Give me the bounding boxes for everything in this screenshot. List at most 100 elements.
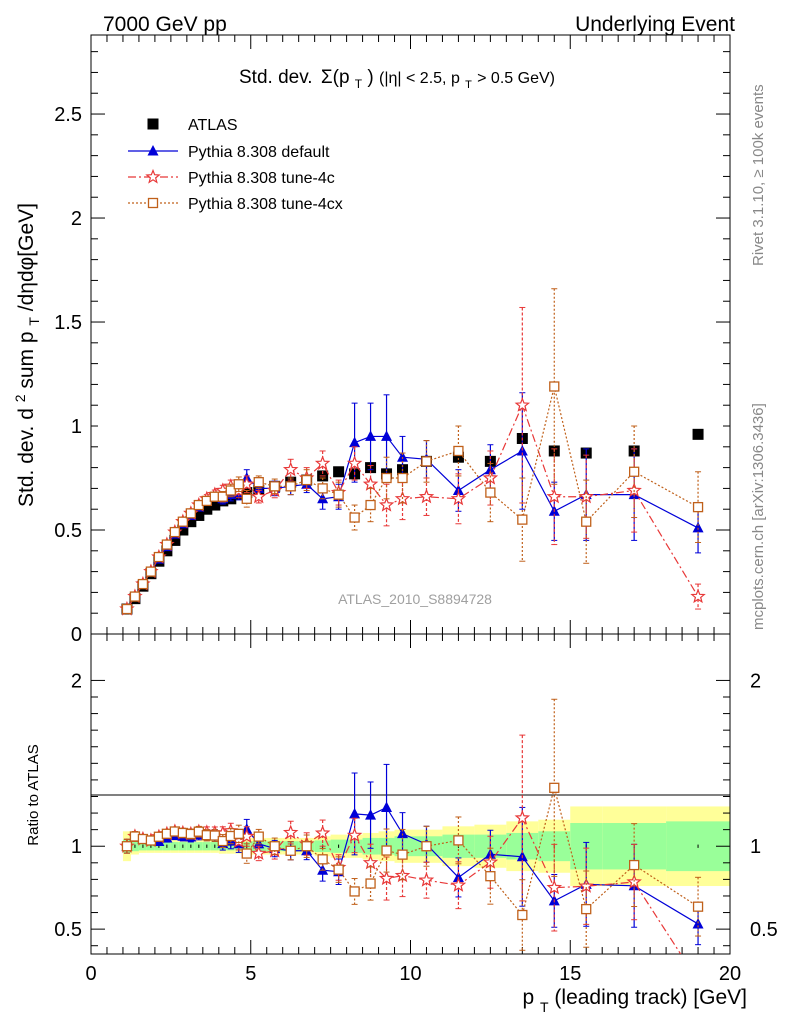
ratio-y-tick-label-right: 1 (750, 836, 761, 858)
ratio-point (418, 872, 435, 887)
ratio-point (629, 859, 640, 871)
legend-label: Pythia 8.308 tune-4cx (188, 196, 343, 213)
x-label-rest: (leading track) [GeV] (554, 986, 747, 1009)
data-point (629, 466, 640, 477)
legend-marker (147, 197, 159, 209)
ratio-point (549, 782, 560, 793)
ratio-point (362, 854, 379, 870)
header-right: Underlying Event (575, 13, 735, 36)
data-point (692, 521, 704, 533)
y-tick-label: 1 (71, 416, 82, 438)
y-tick-label: 1.5 (54, 312, 82, 334)
ratio-point (333, 864, 344, 875)
data-point (421, 456, 432, 467)
data-point (185, 508, 196, 519)
x-tick-label: 15 (559, 963, 581, 985)
y-label-a: Std. dev. d (15, 408, 38, 507)
data-point (333, 489, 344, 500)
data-point (161, 539, 173, 550)
x-label-main: p (522, 986, 534, 1009)
data-point (169, 526, 181, 538)
y-label-sup: 2 (12, 394, 28, 402)
ratio-point (301, 841, 312, 852)
ratio-point (121, 841, 133, 852)
data-point (692, 428, 704, 440)
ratio-point (581, 903, 592, 915)
ratio-point (514, 809, 531, 825)
ratio-point (209, 830, 220, 841)
ratio-point (282, 824, 299, 840)
data-point (233, 479, 244, 490)
ratio-point (317, 854, 328, 865)
data-point (418, 488, 435, 504)
data-point (381, 472, 392, 484)
ratio-point (253, 831, 264, 842)
title-cut-a: (|η| < 2.5, p (379, 70, 460, 87)
ratio-y-tick-label-right: 0.5 (750, 919, 778, 941)
y-tick-label: 0 (71, 624, 82, 646)
data-point (241, 493, 252, 504)
data-point (485, 487, 496, 498)
legend-label: Pythia 8.308 tune-4c (188, 170, 335, 187)
data-point (285, 481, 296, 492)
data-point (282, 461, 299, 477)
data-point (349, 436, 361, 448)
data-point (185, 516, 197, 528)
data-point (269, 481, 280, 492)
data-point (365, 499, 376, 511)
side-label-rivet: Rivet 3.1.10, ≥ 100k events (750, 84, 767, 266)
analysis-watermark: ATLAS_2010_S8894728 (338, 591, 492, 607)
data-point (317, 483, 328, 494)
ratio-point (314, 824, 331, 840)
ratio-point (397, 849, 408, 860)
y-axis-label: Std. dev. d 2 sum p T /dηdφ[GeV] (7, 203, 44, 507)
legend-marker (147, 145, 159, 156)
data-point (692, 501, 704, 513)
ratio-point (250, 845, 267, 861)
series-line (126, 403, 699, 610)
data-point (690, 588, 706, 604)
data-point (581, 516, 592, 527)
data-point (349, 512, 360, 523)
data-point (209, 499, 221, 511)
legend-marker (145, 168, 161, 184)
ratio-point (450, 877, 467, 892)
x-tick-label: 5 (245, 963, 256, 985)
data-point (517, 514, 528, 525)
x-axis-label: p T (leading track) [GeV] (522, 986, 747, 1017)
main-series-layer (119, 288, 706, 616)
ratio-point (578, 878, 594, 893)
ratio-point (269, 841, 280, 852)
data-point (153, 551, 165, 563)
data-point (250, 488, 267, 504)
ratio-point (517, 909, 528, 921)
title-cut-sub: T (465, 79, 472, 91)
legend: ATLAS Pythia 8.308 default Pythia 8.308 tu… (128, 117, 343, 213)
data-point (397, 451, 409, 462)
ratio-point (546, 879, 563, 895)
plot-title: Std. dev. Σ(p T ) (|η| < 2.5, p T > 0.5 … (239, 67, 555, 91)
legend-label: Pythia 8.308 default (188, 144, 330, 161)
ratio-series-layer (119, 698, 704, 954)
ratio-point (378, 870, 395, 886)
data-point (177, 516, 189, 527)
ratio-line (126, 787, 699, 917)
ratio-point (453, 835, 464, 846)
title-sigma: Σ(p (321, 67, 350, 88)
data-point (546, 488, 563, 504)
data-point (378, 496, 395, 512)
ratio-y-tick-label: 2 (71, 670, 82, 692)
data-point (549, 381, 560, 392)
data-point (201, 503, 213, 515)
legend-marker (147, 118, 159, 130)
header-left: 7000 GeV pp (103, 13, 227, 36)
x-label-sub: T (540, 999, 549, 1015)
data-point (177, 524, 189, 536)
title-main: Std. dev. (239, 67, 313, 88)
ratio-y-tick-label-right: 2 (750, 670, 761, 692)
data-point (301, 474, 312, 486)
data-point (514, 397, 531, 412)
ratio-point (241, 848, 252, 859)
y-tick-label: 0.5 (54, 520, 82, 542)
data-point (193, 509, 205, 521)
